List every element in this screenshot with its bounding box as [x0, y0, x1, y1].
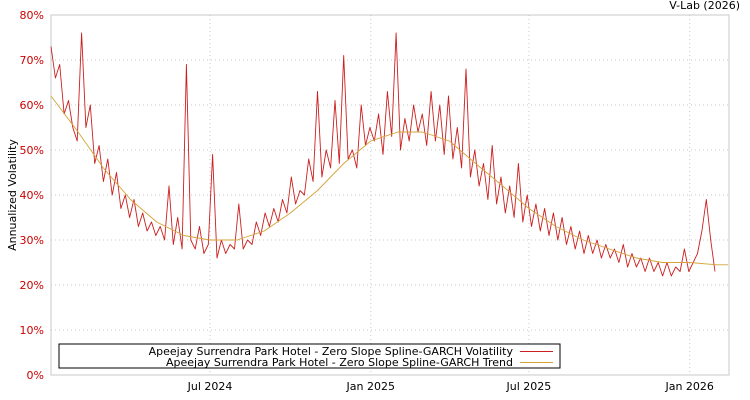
volatility-series-line	[50, 32, 716, 277]
legend-entry-volatility: Apeejay Surrendra Park Hotel - Zero Slop…	[149, 345, 514, 358]
legend: Apeejay Surrendra Park Hotel - Zero Slop…	[58, 343, 561, 369]
legend-entry-trend: Apeejay Surrendra Park Hotel - Zero Slop…	[166, 356, 513, 369]
grid-lines	[51, 15, 729, 375]
trend-series-line	[50, 95, 729, 266]
legend-box	[58, 343, 561, 369]
x-tick-label: Jan 2025	[346, 380, 395, 393]
x-tick-label: Jan 2026	[664, 380, 713, 393]
y-tick-label: 10%	[20, 324, 44, 337]
y-tick-label: 60%	[20, 99, 44, 112]
y-tick-label: 40%	[20, 189, 44, 202]
y-axis-label: Annualized Volatility	[6, 139, 19, 251]
y-axis-ticks: 0% 10% 20% 30% 40% 50% 60% 70% 80%	[20, 9, 44, 382]
y-tick-label: 80%	[20, 9, 44, 22]
series-layer	[50, 32, 729, 277]
y-tick-label: 20%	[20, 279, 44, 292]
y-tick-label: 30%	[20, 234, 44, 247]
x-axis-ticks: Jul 2024 Jan 2025 Jul 2025 Jan 2026	[187, 380, 714, 393]
chart-title: V-Lab (2026)	[669, 0, 740, 12]
y-tick-label: 50%	[20, 144, 44, 157]
y-tick-label: 0%	[27, 369, 44, 382]
x-tick-label: Jul 2024	[187, 380, 233, 393]
x-tick-label: Jul 2025	[506, 380, 552, 393]
y-tick-label: 70%	[20, 54, 44, 67]
